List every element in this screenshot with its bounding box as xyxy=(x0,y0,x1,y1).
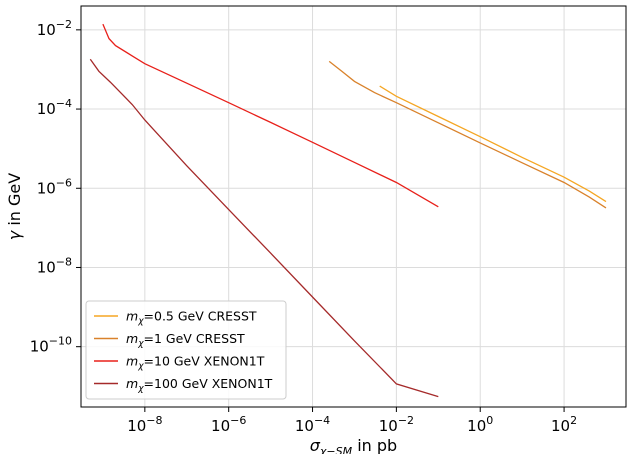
y-axis-ticks: 10−10 10−8 10−6 10−4 10−2 xyxy=(30,18,81,356)
legend-entry: mχ=0.5 GeV CRESST xyxy=(126,309,257,327)
plot-frame xyxy=(80,5,627,408)
x-axis-label: σχ−SM in pb xyxy=(310,436,397,454)
y-tick-label: 10−4 xyxy=(37,97,72,118)
series-lines xyxy=(89,23,607,398)
series-line-4 xyxy=(89,58,439,398)
y-tick-label: 10−8 xyxy=(37,255,72,276)
x-axis-ticks: 10−8 10−6 10−4 10−2 100 102 xyxy=(127,407,577,435)
y-tick-label: 10−10 xyxy=(30,335,72,356)
x-tick-label: 10−4 xyxy=(295,414,330,435)
legend-box xyxy=(85,300,287,400)
x-tick-label: 10−8 xyxy=(127,414,162,435)
y-tick-label: 10−2 xyxy=(37,18,72,39)
x-tick-label: 10−2 xyxy=(379,414,414,435)
series-line-1 xyxy=(379,85,607,203)
y-axis-label: γ in GeV xyxy=(5,173,24,240)
y-tick-label: 10−6 xyxy=(37,176,72,197)
legend-entry: mχ=1 GeV CRESST xyxy=(126,331,245,349)
legend-entry: mχ=10 GeV XENON1T xyxy=(126,354,265,372)
x-tick-label: 10−6 xyxy=(211,414,246,435)
legend-entry: mχ=100 GeV XENON1T xyxy=(126,376,273,394)
series-line-3 xyxy=(102,23,439,208)
x-tick-label: 102 xyxy=(551,414,577,435)
legend: mχ=0.5 GeV CRESST mχ=1 GeV CRESST mχ=10 Ge… xyxy=(85,300,287,400)
x-tick-label: 100 xyxy=(467,414,493,435)
series-line-2 xyxy=(328,60,607,209)
